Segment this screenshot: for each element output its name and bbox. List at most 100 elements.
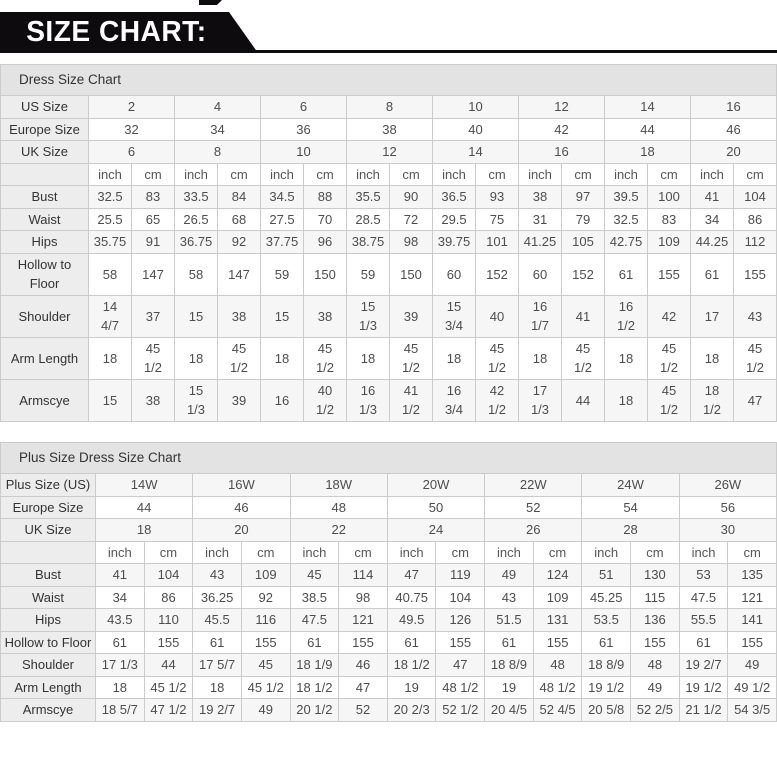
unit-cell: inch [690, 162, 734, 187]
value-cell: 19 2/7 [678, 653, 729, 677]
row-label: Plus Size (US) [0, 473, 96, 497]
value-cell: 20 1/2 [289, 698, 340, 722]
value-cell: 18 8/9 [484, 653, 534, 677]
value-cell: 16 1/3 [346, 378, 390, 422]
value-cell: 19 [484, 675, 534, 699]
value-cell: 42 1/2 [475, 378, 519, 422]
value-cell: 100 [647, 185, 691, 209]
size-cell: 24W [581, 473, 680, 497]
value-cell: 39 [217, 378, 261, 422]
value-cell: 45 1/2 [131, 336, 175, 380]
value-cell: 18 8/9 [581, 653, 632, 677]
value-cell: 38.5 [289, 585, 340, 609]
value-cell: 109 [532, 585, 583, 609]
size-cell: 10 [260, 140, 347, 164]
size-cell: 36 [260, 117, 347, 142]
value-cell: 18 [518, 336, 562, 380]
value-cell: 51.5 [484, 608, 534, 632]
value-cell: 49 [727, 653, 777, 677]
unit-cell: inch [192, 540, 242, 564]
dress-size-chart-table: Dress Size Chart US Size 2 4 6 8 10 12 14 16 Europ… [0, 63, 777, 422]
unit-cell: inch [386, 540, 437, 564]
row-label: UK Size [0, 140, 89, 164]
value-cell: 131 [532, 608, 583, 632]
value-cell: 40 1/2 [303, 378, 347, 422]
value-cell: 70 [303, 207, 347, 232]
row-label: Hollow to Floor [0, 630, 96, 654]
value-cell: 155 [733, 252, 777, 296]
value-cell: 51 [581, 563, 632, 587]
unit-cell: cm [338, 540, 388, 564]
value-cell: 47 [386, 563, 437, 587]
unit-cell: inch [604, 162, 648, 187]
size-cell: 44 [604, 117, 691, 142]
size-cell: 22 [289, 518, 388, 542]
table-title: Plus Size Dress Size Chart [0, 441, 777, 475]
value-cell: 83 [131, 185, 175, 209]
value-cell: 52 4/5 [532, 698, 583, 722]
value-cell: 33.5 [174, 185, 218, 209]
plus-size-dress-size-chart-table: Plus Size Dress Size Chart Plus Size (US)… [0, 441, 777, 722]
size-cell: 20W [386, 473, 486, 497]
value-cell: 48 [630, 653, 680, 677]
row-label: US Size [0, 95, 89, 119]
value-cell: 101 [475, 230, 519, 254]
value-cell: 27.5 [260, 207, 304, 232]
row-label: Arm Length [0, 675, 96, 699]
unit-cell: inch [260, 162, 304, 187]
value-cell: 20 4/5 [484, 698, 534, 722]
value-cell: 16 1/7 [518, 294, 562, 338]
value-cell: 109 [647, 230, 691, 254]
value-cell: 18 [432, 336, 476, 380]
value-cell: 18 [346, 336, 390, 380]
value-cell: 49 [240, 698, 291, 722]
value-cell: 45 [240, 653, 291, 677]
value-cell: 45 1/2 [561, 336, 605, 380]
unit-cell: inch [88, 162, 132, 187]
value-cell: 43 [484, 585, 534, 609]
value-cell: 96 [303, 230, 347, 254]
value-cell: 41 1/2 [389, 378, 433, 422]
value-cell: 155 [647, 252, 691, 296]
value-cell: 49 [484, 563, 534, 587]
value-cell: 104 [143, 563, 194, 587]
value-cell: 18 5/7 [95, 698, 145, 722]
value-cell: 35.5 [346, 185, 390, 209]
value-cell: 61 [604, 252, 648, 296]
size-cell: 52 [484, 495, 583, 519]
value-cell: 61 [678, 630, 729, 654]
value-cell: 18 [174, 336, 218, 380]
value-cell: 28.5 [346, 207, 390, 232]
value-cell: 92 [217, 230, 261, 254]
value-cell: 15 3/4 [432, 294, 476, 338]
value-cell: 48 1/2 [532, 675, 583, 699]
unit-cell: cm [647, 162, 691, 187]
value-cell: 126 [435, 608, 486, 632]
value-cell: 19 [386, 675, 437, 699]
value-cell: 60 [432, 252, 476, 296]
value-cell: 49 1/2 [727, 675, 777, 699]
size-cell: 46 [192, 495, 291, 519]
value-cell: 45 1/2 [143, 675, 194, 699]
value-cell: 34 [690, 207, 734, 232]
value-cell: 61 [484, 630, 534, 654]
unit-cell: cm [532, 540, 583, 564]
value-cell: 17 [690, 294, 734, 338]
value-cell: 45 1/2 [217, 336, 261, 380]
size-cell: 34 [174, 117, 261, 142]
value-cell: 34 [95, 585, 145, 609]
unit-cell: inch [432, 162, 476, 187]
value-cell: 45 1/2 [303, 336, 347, 380]
size-cell: 48 [289, 495, 388, 519]
value-cell: 15 [260, 294, 304, 338]
size-cell: 40 [432, 117, 519, 142]
value-cell: 44 [561, 378, 605, 422]
unit-cell: cm [240, 540, 291, 564]
value-cell: 18 [690, 336, 734, 380]
size-cell: 24 [386, 518, 486, 542]
unit-cell: cm [389, 162, 433, 187]
value-cell: 47.5 [289, 608, 340, 632]
value-cell: 21 1/2 [678, 698, 729, 722]
value-cell: 26.5 [174, 207, 218, 232]
value-cell: 45.25 [581, 585, 632, 609]
